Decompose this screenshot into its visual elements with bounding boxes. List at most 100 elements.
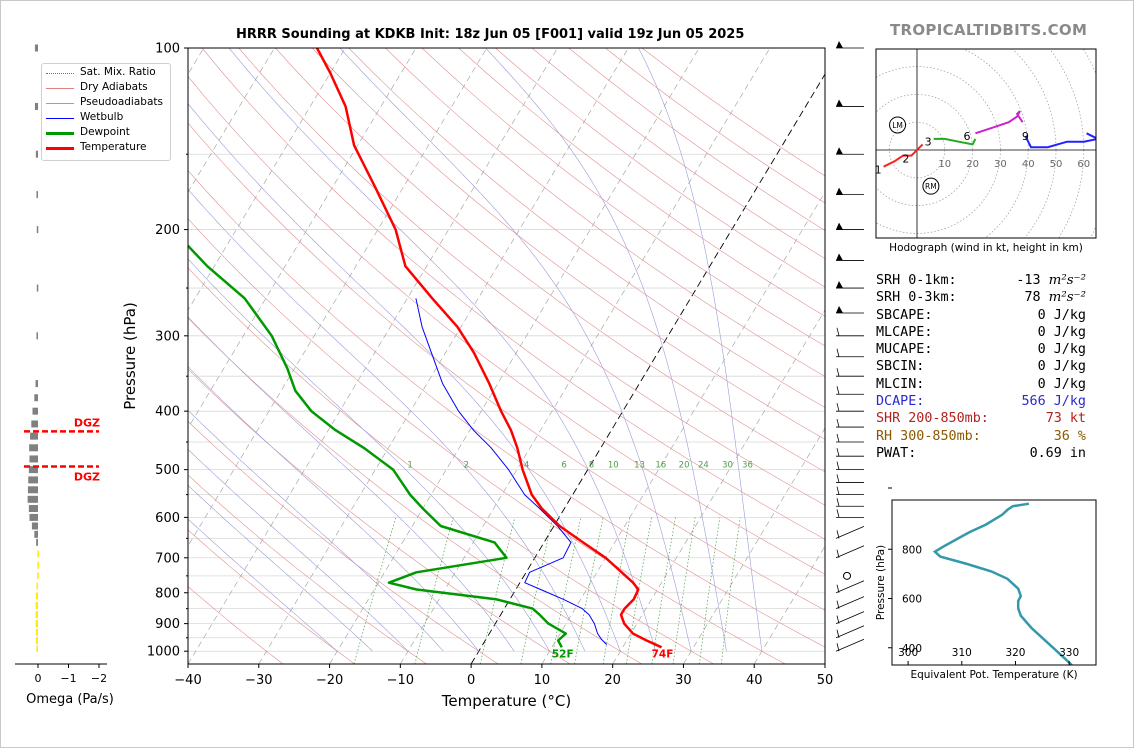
pseudoadiabat — [485, 48, 727, 652]
pseudoadiabat — [188, 518, 338, 652]
hodograph-area: 10 20 30 40 50 60 1 2 3 6 9 LM RM — [875, 49, 1096, 238]
dry-adiabat — [188, 474, 427, 664]
index-row: DCAPE: 566 J/kg — [876, 393, 1086, 410]
y-tick-label: 300 — [155, 329, 180, 344]
pseudoadiabat — [188, 448, 409, 652]
y-tick-label: 1000 — [147, 645, 180, 660]
index-value: 0 J/kg — [1037, 307, 1086, 323]
omega-bar — [28, 505, 38, 513]
dry-adiabat — [348, 48, 825, 408]
index-row: RH 300-850mb: 36 % — [876, 428, 1086, 445]
wind-barb-feather — [836, 486, 840, 495]
omega-bar — [37, 561, 39, 569]
legend-item: Temperature — [46, 141, 170, 156]
index-unit: m²s⁻² — [1048, 273, 1086, 288]
dewpoint-line — [188, 244, 568, 648]
dry-adiabat — [458, 48, 825, 317]
mixing-ratio-line — [626, 517, 653, 664]
pseudoadiabat — [638, 48, 763, 652]
index-row: SRH 0-1km: -13 m²s⁻² — [876, 272, 1086, 289]
index-label: SBCAPE: — [876, 307, 933, 323]
y-tick-label: 900 — [155, 617, 180, 632]
wind-barb-feather — [836, 403, 840, 412]
storm-motion-label: LM — [892, 121, 903, 130]
dry-adiabat — [385, 48, 825, 377]
isotherm-line — [329, 48, 700, 664]
mixing-ratio-line — [574, 517, 604, 664]
wind-barb — [835, 596, 865, 610]
mixing-ratio-label: 10 — [608, 461, 619, 471]
mixing-ratio-line — [520, 517, 554, 664]
index-row: SBCIN: 0 J/kg — [876, 358, 1086, 375]
wind-barb — [835, 580, 865, 594]
legend-item: Pseudoadiabats — [46, 96, 170, 111]
mixing-ratio-label: 13 — [634, 461, 645, 471]
wind-barb-feather — [836, 530, 840, 539]
omega-bar — [27, 486, 38, 494]
thetae-area — [932, 502, 1073, 665]
hodograph-ring-label: 10 — [938, 159, 951, 170]
index-row: SBCAPE: 0 J/kg — [876, 307, 1086, 324]
index-label: SRH 0-3km: — [876, 290, 957, 306]
thetae-x-tick-label: 300 — [898, 647, 918, 659]
thetae-line — [932, 502, 1073, 665]
omega-bar — [36, 284, 39, 292]
omega-axis-label: Omega (Pa/s) — [26, 692, 114, 707]
x-tick-label: −20 — [316, 673, 343, 688]
omega-bar — [36, 226, 39, 234]
thetae-frame — [891, 499, 1097, 666]
wind-pennant — [836, 99, 843, 107]
legend-item: Dewpoint — [46, 126, 170, 141]
dry-adiabat — [188, 420, 499, 664]
index-label: MUCAPE: — [876, 342, 933, 358]
wind-barb-feather — [836, 386, 840, 395]
hodograph-ring-label: 50 — [1050, 159, 1063, 170]
chart-title: HRRR Sounding at KDKB Init: 18z Jun 05 [… — [236, 27, 745, 42]
omega-bar — [34, 394, 38, 402]
omega-x-tick-label: −1 — [60, 672, 76, 685]
hodograph-height-label: 1 — [875, 163, 882, 176]
omega-bar — [30, 432, 38, 440]
isotherm-line — [258, 48, 629, 664]
index-value: 73 kt — [1045, 411, 1086, 427]
omega-bar — [34, 44, 38, 52]
wind-barb — [835, 525, 865, 539]
hodograph-height-label: 3 — [925, 136, 932, 149]
omega-bar — [35, 637, 38, 645]
pseudoadiabat — [188, 409, 444, 652]
surface-temp-label: 74F — [652, 648, 674, 660]
wind-barb-feather — [836, 327, 840, 336]
omega-bar — [35, 620, 38, 628]
x-tick-label: 10 — [534, 673, 551, 688]
mixing-ratio-label: 24 — [698, 461, 709, 471]
wind-pennant — [836, 253, 843, 261]
x-tick-label: −10 — [387, 673, 414, 688]
mixing-ratio-label: 2 — [464, 461, 469, 471]
mixing-ratio-label: 6 — [561, 461, 566, 471]
dry-adiabat — [188, 170, 825, 648]
wind-barb-feather — [836, 474, 840, 483]
x-tick-label: 40 — [746, 673, 763, 688]
index-label: SBCIN: — [876, 359, 925, 375]
hodograph-caption: Hodograph (wind in kt, height in km) — [889, 242, 1083, 254]
wind-pennant — [836, 147, 843, 155]
omega-bar — [31, 522, 38, 530]
index-row: MUCAPE: 0 J/kg — [876, 341, 1086, 358]
index-label: SHR 200-850mb: — [876, 411, 989, 427]
hodograph-frame — [875, 48, 1097, 239]
mixing-ratio-line — [414, 517, 454, 664]
legend-label: Sat. Mix. Ratio — [80, 66, 156, 78]
brand-watermark: TROPICALTIDBITS.COM — [890, 21, 1088, 39]
wind-barb-feather — [836, 418, 840, 428]
dgz-label: DGZ — [74, 416, 100, 429]
omega-bar — [36, 538, 38, 546]
pseudoadiabat — [188, 103, 621, 652]
hodograph-trace — [883, 143, 924, 168]
index-label: SRH 0-1km: — [876, 273, 957, 288]
index-value: 78 — [1024, 290, 1041, 306]
thetae-y-tick-label: 400 — [902, 643, 922, 655]
dry-adiabat — [421, 48, 825, 347]
omega-bar — [37, 572, 39, 580]
mixing-ratio-label: 1 — [407, 461, 412, 471]
index-value: 0 J/kg — [1037, 324, 1086, 340]
